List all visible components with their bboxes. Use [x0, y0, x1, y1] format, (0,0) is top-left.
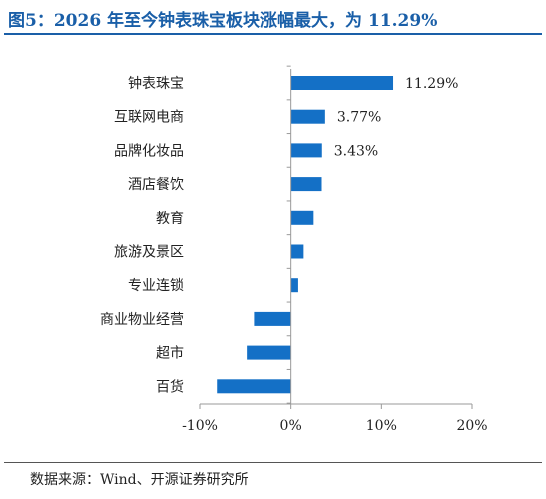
- bar-chart: 钟表珠宝 11.29% 互联网电商 3.77% 品牌化妆品 3.43% 酒店餐饮教育旅游及景…: [100, 65, 488, 434]
- data-label: 3.43%: [334, 143, 378, 159]
- x-tick-label: 20%: [456, 418, 487, 434]
- x-tick-label: -10%: [182, 418, 218, 434]
- bar-4: [290, 210, 314, 225]
- category-label: 百货: [156, 378, 184, 395]
- category-label: 超市: [156, 345, 184, 362]
- x-tick-label: 10%: [366, 418, 397, 434]
- category-label: 商业物业经营: [100, 312, 184, 328]
- data-label: 3.77%: [337, 110, 381, 126]
- category-label: 旅游及景区: [114, 245, 184, 261]
- category-label: 教育: [156, 211, 184, 227]
- category-label: 品牌化妆品: [114, 142, 184, 159]
- bar-6: [290, 278, 298, 293]
- bar-9: [217, 379, 291, 394]
- bar-1: [290, 109, 325, 124]
- data-label: 11.29%: [405, 76, 458, 92]
- figure-title: 图5：2026 年至今钟表珠宝板块涨幅最大，为 11.29%: [8, 11, 438, 31]
- title-underline: [4, 33, 542, 35]
- footer-rule: [4, 462, 542, 463]
- bar-8: [247, 345, 291, 360]
- category-label: 酒店餐饮: [128, 177, 184, 193]
- source-note: 数据来源：Wind、开源证券研究所: [30, 472, 249, 488]
- bar-0: [290, 76, 394, 90]
- bar-2: [290, 143, 322, 158]
- x-tick-label: 0%: [280, 418, 302, 434]
- category-label: 专业连锁: [128, 278, 184, 294]
- category-label: 互联网电商: [114, 110, 184, 126]
- bar-7: [254, 311, 291, 326]
- bar-5: [290, 244, 304, 259]
- category-label: 钟表珠宝: [128, 75, 184, 92]
- bar-3: [290, 177, 322, 192]
